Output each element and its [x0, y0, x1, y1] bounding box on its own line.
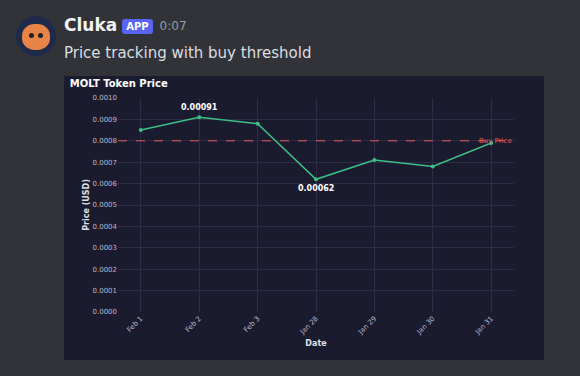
svg-text:Jan 29: Jan 29 [356, 315, 378, 337]
svg-text:0.0007: 0.0007 [93, 159, 118, 167]
svg-text:0.0009: 0.0009 [93, 116, 118, 124]
svg-text:Jan 30: Jan 30 [415, 315, 437, 337]
svg-text:Date: Date [305, 339, 327, 348]
svg-text:Feb 2: Feb 2 [184, 315, 203, 334]
svg-text:Buy Price: Buy Price [479, 137, 512, 145]
svg-text:0.0003: 0.0003 [93, 244, 118, 252]
svg-text:0.00062: 0.00062 [298, 184, 334, 193]
svg-text:Jan 28: Jan 28 [298, 315, 320, 337]
svg-text:Jan 31: Jan 31 [473, 315, 495, 337]
svg-text:Feb 3: Feb 3 [242, 315, 261, 334]
svg-text:0.0006: 0.0006 [93, 180, 118, 188]
svg-text:0.0008: 0.0008 [93, 137, 118, 145]
svg-text:0.0004: 0.0004 [93, 223, 118, 231]
svg-text:0.0002: 0.0002 [93, 266, 118, 274]
svg-text:0.0000: 0.0000 [93, 308, 118, 316]
html-text:Cluka: Cluka [64, 15, 118, 35]
html-text:Price tracking with buy thresh: Price tracking with buy threshold [64, 44, 312, 62]
svg-text:0.0001: 0.0001 [93, 287, 118, 295]
svg-text:0.0005: 0.0005 [93, 201, 118, 209]
svg-text:Price (USD): Price (USD) [82, 179, 91, 231]
svg-text:0.00091: 0.00091 [181, 103, 218, 112]
svg-text:0.0010: 0.0010 [93, 94, 118, 102]
html-text:0:07: 0:07 [159, 19, 187, 33]
svg-text:MOLT Token Price: MOLT Token Price [70, 78, 168, 89]
html-text:APP: APP [126, 21, 149, 32]
svg-text:Feb 1: Feb 1 [126, 315, 145, 334]
